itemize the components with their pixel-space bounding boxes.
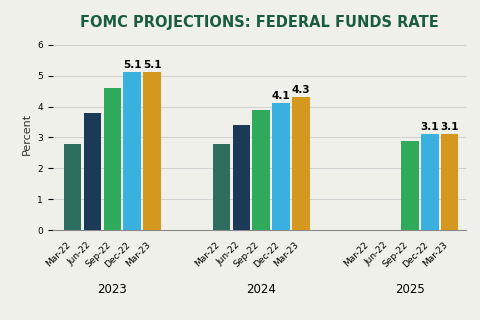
Y-axis label: Percent: Percent [22,113,32,156]
Bar [64,144,82,230]
Bar [213,144,230,230]
Title: FOMC PROJECTIONS: FEDERAL FUNDS RATE: FOMC PROJECTIONS: FEDERAL FUNDS RATE [80,15,439,30]
Text: 5.1: 5.1 [123,60,142,70]
Text: 3.1: 3.1 [441,122,459,132]
Bar [421,134,439,230]
Bar [272,103,290,230]
Bar [252,110,270,230]
Text: 4.1: 4.1 [272,91,290,101]
Bar [144,72,161,230]
Bar [233,125,250,230]
Text: 3.1: 3.1 [420,122,439,132]
Text: 2024: 2024 [246,283,276,296]
Bar [401,140,419,230]
Bar [292,97,310,230]
Text: 4.3: 4.3 [291,85,310,95]
Bar [441,134,458,230]
Bar [123,72,141,230]
Bar [84,113,101,230]
Text: 2023: 2023 [97,283,127,296]
Text: 2025: 2025 [395,283,425,296]
Text: 5.1: 5.1 [143,60,161,70]
Bar [104,88,121,230]
